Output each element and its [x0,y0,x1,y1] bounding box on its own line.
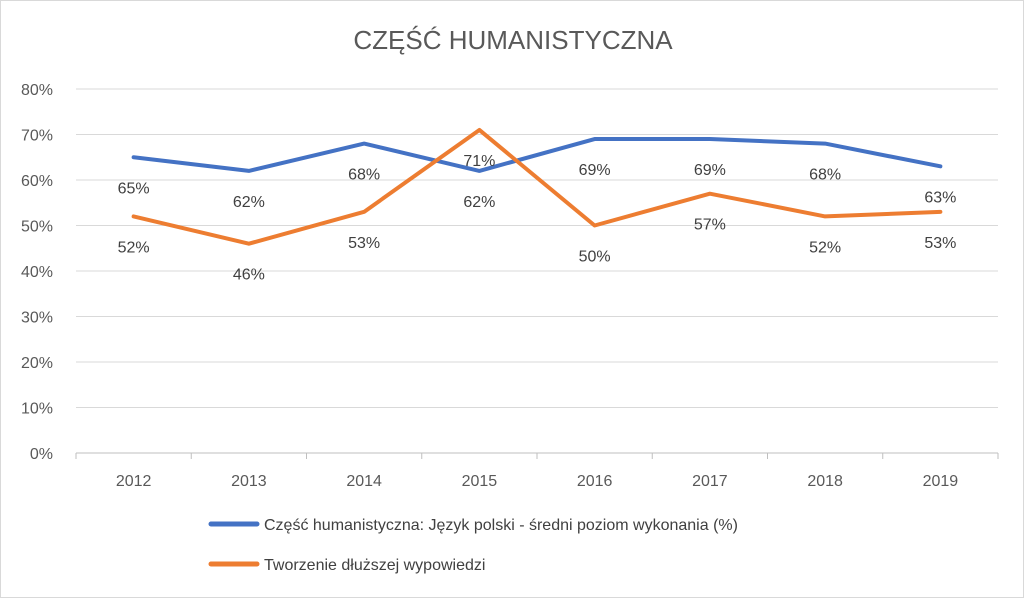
x-tick-label: 2013 [231,473,267,490]
legend: Część humanistyczna: Język polski - śred… [208,517,738,574]
gridlines [76,88,998,454]
data-label: 52% [118,239,150,256]
y-tick-label: 10% [21,401,53,418]
x-tick-label: 2015 [462,473,498,490]
data-label: 53% [348,235,380,252]
y-tick-label: 30% [21,310,53,327]
x-tick-label: 2016 [577,473,613,490]
data-label: 62% [463,194,495,211]
legend-label: Tworzenie dłuższej wypowiedzi [264,557,485,574]
y-tick-label: 60% [21,173,53,190]
series-line-1 [131,137,943,173]
data-labels: 65% 62% 68% 62% 69% 69% 68% 63% 52% 46% 53% 71% 50% 5… [118,153,957,284]
y-tick-label: 20% [21,355,53,372]
data-label: 68% [348,167,380,184]
y-tick-label: 80% [21,82,53,99]
y-tick-label: 50% [21,219,53,236]
data-label: 65% [118,180,150,197]
data-label: 63% [924,189,956,206]
data-label: 52% [809,239,841,256]
data-label: 53% [924,235,956,252]
x-tick-label: 2018 [807,473,843,490]
data-label: 68% [809,167,841,184]
series-line-2 [131,127,943,246]
chart-title: CZĘŚĆ HUMANISTYCZNA [353,25,673,55]
x-tick-label: 2017 [692,473,728,490]
series-lines [131,127,943,246]
data-label: 50% [579,249,611,266]
y-axis-ticks: 0% 10% 20% 30% 40% 50% 60% 70% 80% [21,82,53,463]
y-tick-label: 40% [21,264,53,281]
legend-label: Część humanistyczna: Język polski - śred… [264,517,738,534]
data-label: 69% [579,162,611,179]
x-tick-label: 2012 [116,473,152,490]
data-label: 69% [694,162,726,179]
data-label: 57% [694,217,726,234]
data-label: 62% [233,194,265,211]
data-label: 46% [233,267,265,284]
y-tick-label: 0% [30,446,53,463]
x-tick-label: 2014 [346,473,382,490]
y-tick-label: 70% [21,128,53,145]
x-axis-ticks: 2012 2013 2014 2015 2016 2017 2018 2019 [75,453,999,490]
data-label: 71% [463,153,495,170]
x-tick-label: 2019 [923,473,959,490]
